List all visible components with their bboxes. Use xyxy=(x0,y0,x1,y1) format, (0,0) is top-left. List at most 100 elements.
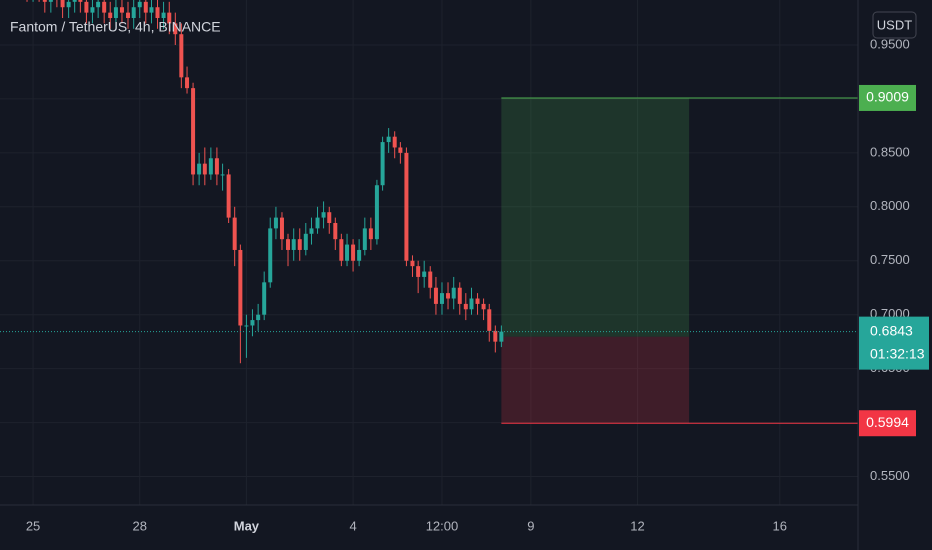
x-tick-label: 12 xyxy=(630,518,644,533)
candle-body xyxy=(481,303,486,310)
candle-body xyxy=(108,12,113,19)
profit-zone xyxy=(501,97,690,337)
candle-body xyxy=(126,12,131,19)
candle-body xyxy=(279,217,284,240)
candle-body xyxy=(357,249,362,261)
candle-body xyxy=(392,136,397,148)
candle-body xyxy=(185,77,190,89)
candle-body xyxy=(102,1,107,13)
candle-body xyxy=(451,287,456,299)
candle-body xyxy=(351,244,356,261)
candle-body xyxy=(179,34,184,78)
candle-body xyxy=(220,174,225,176)
candle-body xyxy=(398,147,403,153)
x-tick-label: 12:00 xyxy=(426,518,459,533)
y-tick-label: 0.9500 xyxy=(870,36,910,51)
candle-body xyxy=(368,228,373,240)
candle-body xyxy=(202,163,207,175)
candle-body xyxy=(416,266,421,277)
candle-body xyxy=(143,1,148,13)
candle-body xyxy=(149,7,154,13)
candle-body xyxy=(469,298,474,310)
x-tick-label: May xyxy=(234,518,260,533)
candle-body xyxy=(380,142,385,186)
candle-body xyxy=(119,7,124,13)
candle-body xyxy=(250,320,255,326)
candle-body xyxy=(422,271,427,277)
candle-body xyxy=(321,212,326,218)
candle-body xyxy=(113,7,118,19)
currency[interactable]: USDT xyxy=(877,17,912,32)
stop-tag xyxy=(859,410,916,437)
candle-body xyxy=(214,158,219,175)
candle-body xyxy=(333,222,338,240)
candle-body xyxy=(208,158,213,175)
stop-tag-label: 0.5994 xyxy=(866,414,909,430)
countdown: 01:32:13 xyxy=(870,345,925,361)
candle-body xyxy=(362,228,367,250)
candle-body xyxy=(463,303,468,310)
grid xyxy=(0,0,858,505)
candle-body xyxy=(433,287,438,304)
candle-body xyxy=(161,12,166,19)
candle-body xyxy=(131,7,136,19)
candle-body xyxy=(72,0,77,2)
candle-body xyxy=(404,152,409,261)
y-tick-label: 0.8000 xyxy=(870,198,910,213)
candle-body xyxy=(297,239,302,250)
candle-body xyxy=(315,217,320,229)
last-price-label: 0.6843 xyxy=(870,322,913,338)
candle-body xyxy=(197,163,202,175)
x-tick-label: 9 xyxy=(527,518,534,533)
currency-box[interactable] xyxy=(872,11,917,39)
candle-body xyxy=(167,12,172,24)
chart-title: Fantom / TetherUS, 4h, BINANCE xyxy=(10,19,221,35)
candle-body xyxy=(226,174,231,218)
loss-zone xyxy=(501,336,690,424)
candle-body xyxy=(386,136,391,143)
candle-body xyxy=(410,260,415,267)
candle-body xyxy=(66,1,71,8)
candle-body xyxy=(339,239,344,261)
target-tag-label: 0.9009 xyxy=(866,89,909,105)
candle-body xyxy=(238,249,243,326)
last-price-tag xyxy=(859,316,929,370)
candle-body xyxy=(291,239,296,250)
candle-body xyxy=(78,0,83,2)
candle-body xyxy=(499,331,504,342)
x-tick-label: 4 xyxy=(349,518,356,533)
candle-body xyxy=(90,7,95,13)
candle-body xyxy=(273,217,278,229)
candle-body xyxy=(493,330,498,342)
candle-body xyxy=(173,23,178,35)
candle-body xyxy=(96,1,101,8)
candle-body xyxy=(137,1,142,8)
candle-body xyxy=(345,244,350,261)
candle-body xyxy=(286,239,291,250)
x-tick-label: 28 xyxy=(133,518,147,533)
candle-body xyxy=(303,233,308,250)
y-tick-label: 0.7500 xyxy=(870,252,910,267)
candle-body xyxy=(439,293,444,304)
candle-body xyxy=(268,228,273,283)
price-tags: 0.9009 0.6843 01:32:13 0.5994 xyxy=(859,84,929,437)
candle-body xyxy=(232,217,237,250)
plot-area xyxy=(0,0,858,424)
candle-body xyxy=(191,88,196,175)
candle-body xyxy=(374,185,379,240)
candle-body xyxy=(262,282,267,315)
x-tick-label: 25 xyxy=(26,518,40,533)
y-tick-label: 0.5500 xyxy=(870,468,910,483)
target-tag xyxy=(859,84,916,111)
candle-body xyxy=(457,287,462,304)
candle-body xyxy=(84,1,89,13)
y-tick-label: 0.8500 xyxy=(870,144,910,159)
candle-body xyxy=(155,7,160,19)
candle-body xyxy=(42,0,47,2)
candle-body xyxy=(244,325,249,327)
x-tick-label: 16 xyxy=(773,518,787,533)
candle-body xyxy=(487,309,492,331)
